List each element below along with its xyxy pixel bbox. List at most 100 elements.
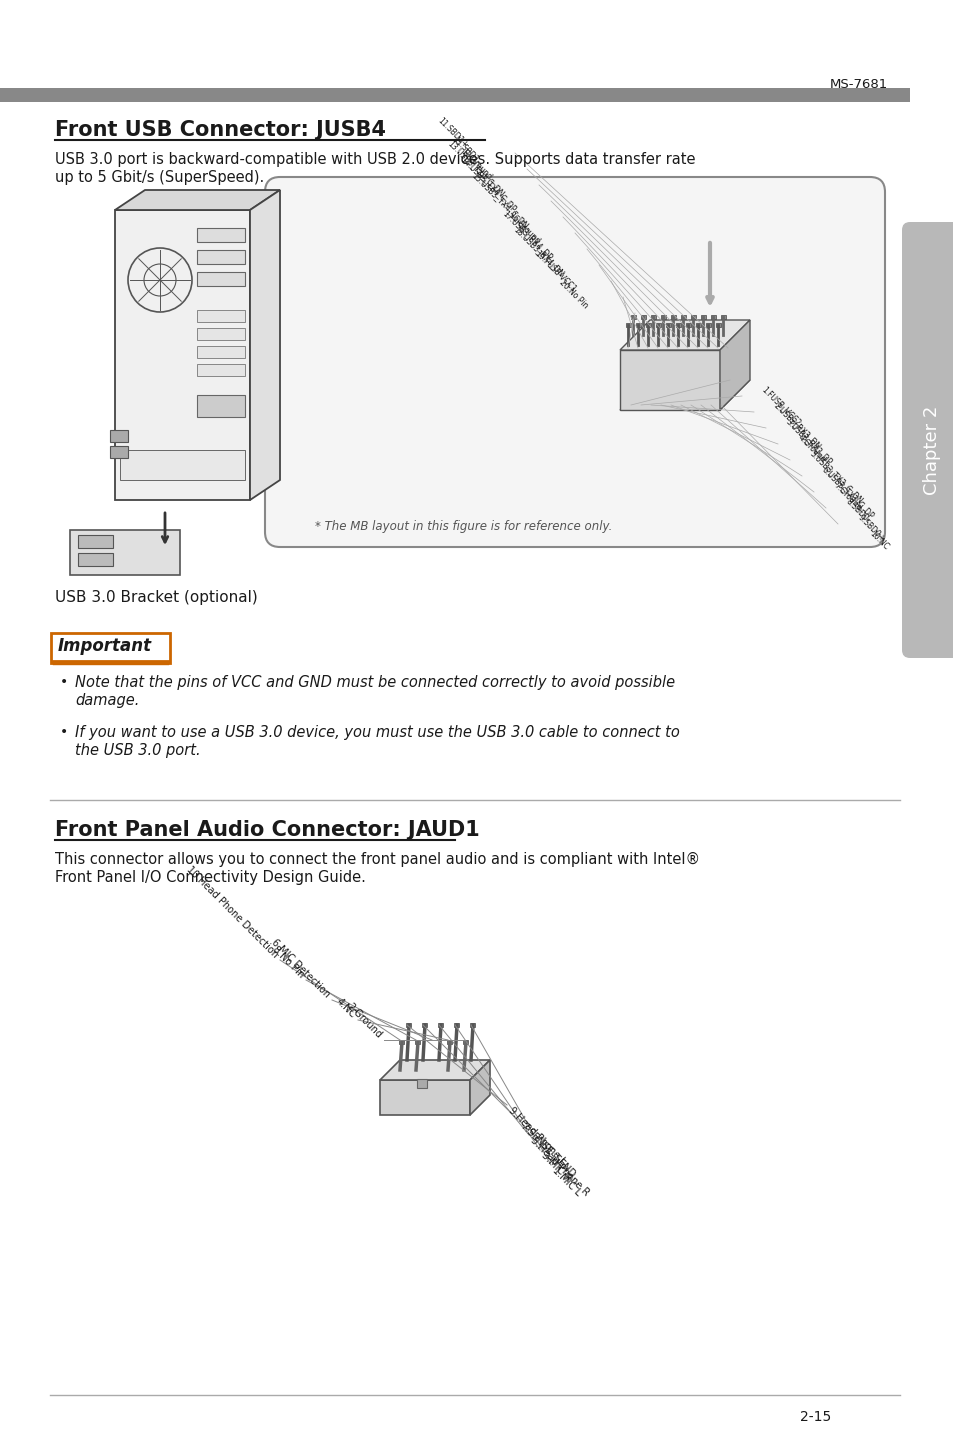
Text: 2.USB3_RX3_DN: 2.USB3_RX3_DN [771, 401, 821, 451]
Bar [196, 309, 245, 322]
Text: 10.NC: 10.NC [867, 528, 890, 551]
Text: Front Panel Audio Connector: JAUD1: Front Panel Audio Connector: JAUD1 [55, 821, 479, 841]
Text: 4.Ground: 4.Ground [795, 432, 826, 464]
Text: 6.MIC Detection: 6.MIC Detection [270, 938, 332, 1000]
Bar [196, 328, 245, 339]
Bar [196, 272, 245, 286]
Bar [720, 315, 725, 319]
Bar [660, 315, 665, 319]
Bar [447, 1040, 452, 1044]
Text: 1.FUSB_VCC2: 1.FUSB_VCC2 [760, 385, 801, 428]
FancyBboxPatch shape [901, 222, 953, 657]
Polygon shape [416, 1078, 427, 1088]
Polygon shape [379, 1060, 490, 1080]
Text: 10.Head Phone Detection: 10.Head Phone Detection [184, 865, 280, 959]
Text: 15.USB3_TX4_C_DN: 15.USB3_TX4_C_DN [470, 170, 530, 231]
Text: Note that the pins of VCC and GND must be connected correctly to avoid possible: Note that the pins of VCC and GND must b… [75, 674, 675, 690]
Text: •: • [60, 674, 69, 689]
Text: 17.USB3_RX4_DP: 17.USB3_RX4_DP [500, 209, 554, 262]
Text: 2.Ground: 2.Ground [345, 1001, 384, 1040]
Bar [630, 315, 636, 319]
Text: damage.: damage. [75, 693, 139, 707]
Text: the USB 3.0 port.: the USB 3.0 port. [75, 743, 200, 758]
Bar [421, 1022, 427, 1027]
Text: 3.MIC R: 3.MIC R [539, 1150, 573, 1183]
Text: 7.SENSE_SEND: 7.SENSE_SEND [517, 1120, 577, 1180]
Bar [705, 324, 710, 326]
Bar [636, 324, 640, 326]
Text: 11.SBD1+: 11.SBD1+ [436, 116, 470, 150]
Bar [110, 445, 128, 458]
Text: 13.USB3_TX4_C_DN: 13.USB3_TX4_C_DN [446, 139, 505, 198]
Polygon shape [619, 319, 749, 349]
Text: * The MB layout in this figure is for reference only.: * The MB layout in this figure is for re… [314, 520, 612, 533]
Polygon shape [720, 319, 749, 410]
Bar [196, 395, 245, 417]
Text: 19.FUSB-VCC1: 19.FUSB-VCC1 [533, 249, 578, 294]
Text: 8.No Pin: 8.No Pin [271, 945, 306, 979]
Bar [680, 315, 685, 319]
Text: Chapter 2: Chapter 2 [923, 405, 940, 494]
Text: Important: Important [58, 637, 152, 654]
Polygon shape [115, 190, 280, 211]
Bar [676, 324, 680, 326]
Text: Front USB Connector: JUSB4: Front USB Connector: JUSB4 [55, 120, 386, 140]
Polygon shape [250, 190, 280, 500]
Bar [415, 1040, 419, 1044]
Text: 6.USB3_TX3_C_DP: 6.USB3_TX3_C_DP [820, 465, 875, 521]
FancyBboxPatch shape [51, 633, 170, 663]
Bar [650, 315, 656, 319]
Text: USB 3.0 port is backward-compatible with USB 2.0 devices. Supports data transfer: USB 3.0 port is backward-compatible with… [55, 152, 695, 168]
Bar [454, 1022, 458, 1027]
Text: Front Panel I/O Connectivity Design Guide.: Front Panel I/O Connectivity Design Guid… [55, 871, 366, 885]
Text: 5.USB3_TX3_C_DN: 5.USB3_TX3_C_DN [807, 450, 863, 505]
Bar [0, 87, 909, 102]
Text: 2-15: 2-15 [800, 1411, 830, 1423]
FancyBboxPatch shape [265, 178, 884, 547]
Text: 3.USB3_RX3_DP: 3.USB3_RX3_DP [783, 417, 833, 467]
Text: 1.MIC L: 1.MIC L [551, 1166, 583, 1197]
Bar [110, 430, 128, 442]
Text: If you want to use a USB 3.0 device, you must use the USB 3.0 cable to connect t: If you want to use a USB 3.0 device, you… [75, 725, 679, 740]
Text: 7.Ground: 7.Ground [831, 481, 862, 513]
Bar [406, 1022, 411, 1027]
Bar [437, 1022, 442, 1027]
Text: 9.SBD0+: 9.SBD0+ [855, 513, 885, 544]
Bar [196, 251, 245, 263]
Bar [462, 1040, 468, 1044]
Polygon shape [470, 1060, 490, 1116]
Polygon shape [619, 379, 749, 410]
Bar [70, 530, 180, 576]
Text: 4.NC: 4.NC [335, 997, 357, 1020]
Bar [196, 347, 245, 358]
Bar [78, 536, 112, 548]
Text: 8.SBD0-: 8.SBD0- [843, 497, 871, 526]
Bar [696, 324, 700, 326]
Bar [690, 315, 696, 319]
Bar [196, 364, 245, 377]
Polygon shape [619, 349, 720, 410]
Text: 12.Ground: 12.Ground [458, 147, 494, 182]
Bar [196, 228, 245, 242]
Text: USB 3.0 Bracket (optional): USB 3.0 Bracket (optional) [55, 590, 257, 604]
Bar [640, 315, 645, 319]
Text: 20.No Pin: 20.No Pin [558, 278, 589, 309]
Bar [625, 324, 630, 326]
Text: 14.USB3_TX4_C_DP: 14.USB3_TX4_C_DP [458, 155, 517, 213]
Bar [78, 553, 112, 566]
Text: 9.Head Phone L: 9.Head Phone L [506, 1106, 568, 1166]
Text: 11.SBD1-: 11.SBD1- [451, 135, 481, 166]
Bar [645, 324, 650, 326]
Text: MS-7681: MS-7681 [829, 77, 887, 92]
Bar [120, 450, 245, 480]
Text: up to 5 Gbit/s (SuperSpeed).: up to 5 Gbit/s (SuperSpeed). [55, 170, 264, 185]
Bar [716, 324, 720, 326]
Text: 18.USB3_RX4_DN: 18.USB3_RX4_DN [512, 225, 565, 278]
Bar [656, 324, 660, 326]
Text: 5.Head Phone R: 5.Head Phone R [529, 1136, 591, 1197]
Polygon shape [379, 1080, 470, 1116]
Text: This connector allows you to connect the front panel audio and is compliant with: This connector allows you to connect the… [55, 852, 700, 866]
Bar [398, 1040, 403, 1044]
Bar [710, 315, 716, 319]
Bar [665, 324, 670, 326]
